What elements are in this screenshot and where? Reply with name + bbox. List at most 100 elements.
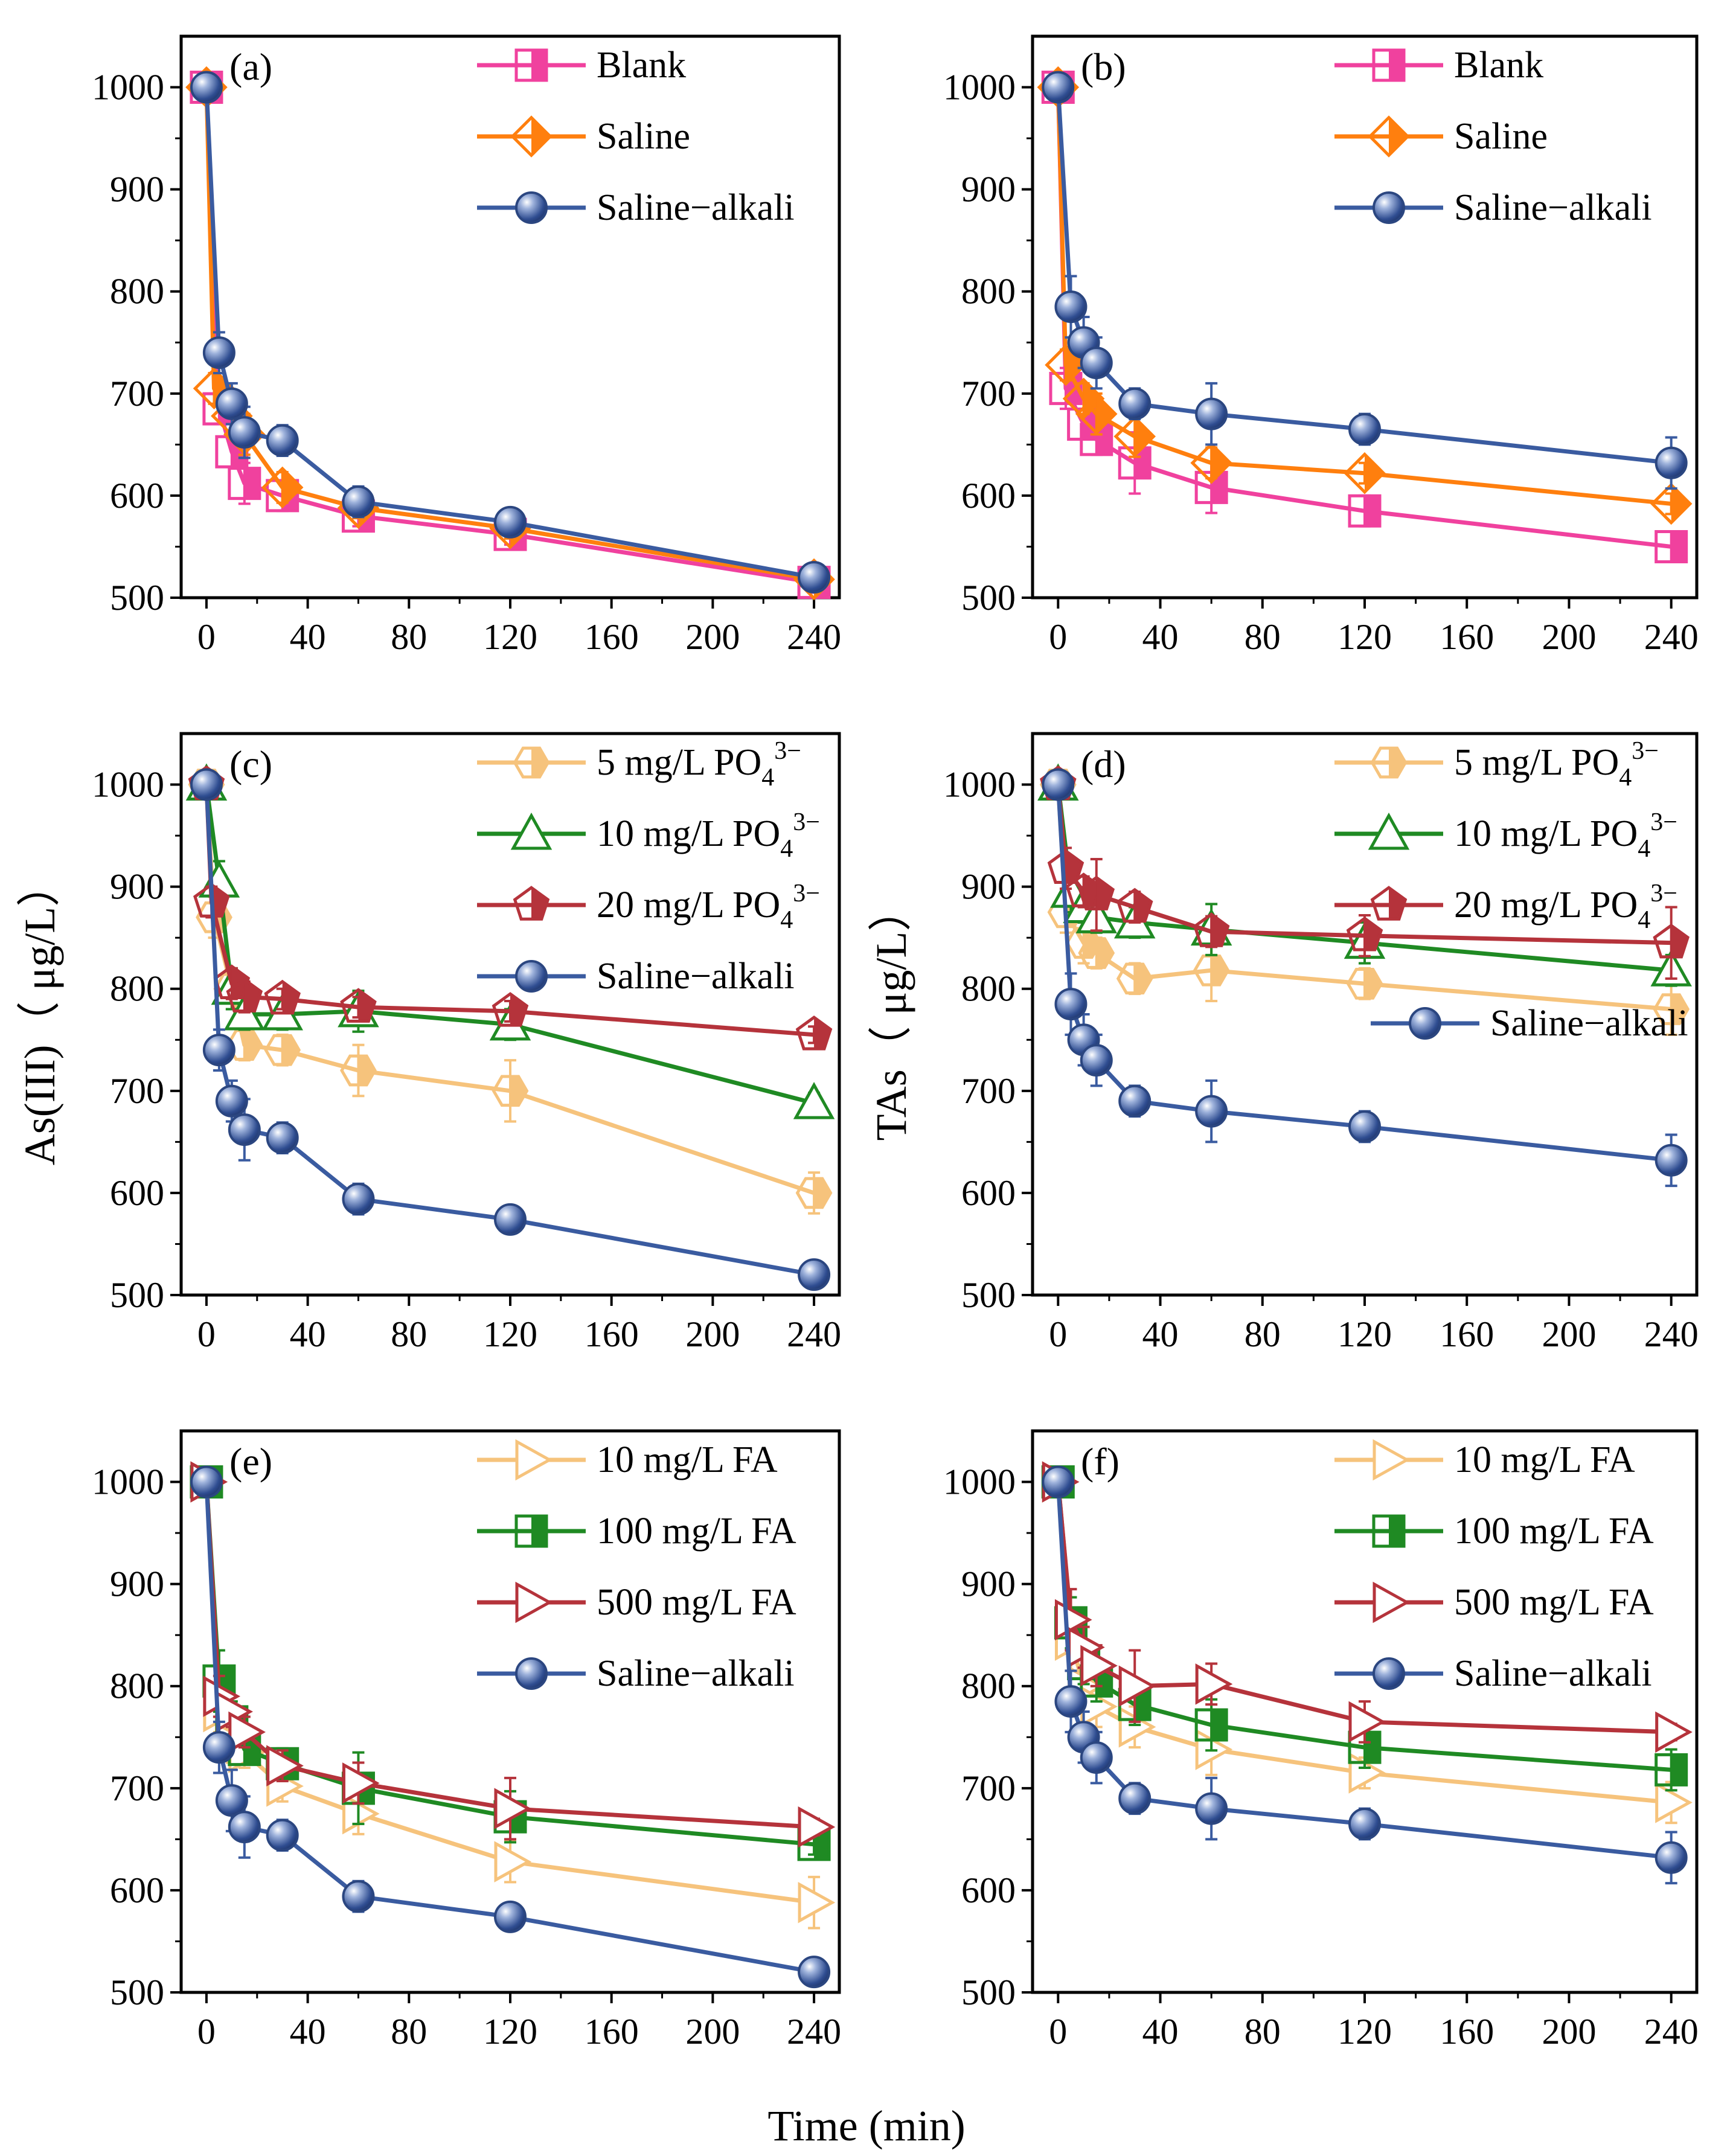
y-axis-title: As(III)（ μg/L）: [16, 863, 64, 1166]
legend-label: Blank: [597, 45, 686, 86]
data-point: [1118, 1665, 1156, 1707]
legend-label: Saline: [597, 116, 690, 157]
y-tick-label: 500: [110, 578, 164, 618]
y-tick-label: 900: [961, 867, 1016, 907]
legend: Blank Saline Saline−alkali: [1334, 45, 1652, 228]
data-point: [494, 1841, 532, 1883]
data-point: [340, 988, 377, 1023]
panel-c: 0 40 80 120 160 200 240 500 600 700 800 900 1000 (c) 5…: [16, 732, 841, 1354]
data-point: [190, 768, 223, 801]
legend-marker: [513, 746, 550, 779]
legend-label: 20 mg/L PO43−: [1454, 880, 1677, 934]
data-point: [266, 1121, 299, 1154]
data-point: [795, 1015, 833, 1051]
x-tick-label: 0: [197, 617, 216, 657]
y-tick-label: 1000: [943, 1462, 1016, 1502]
y-tick-label: 700: [110, 1071, 164, 1111]
y-tick-label: 1000: [92, 68, 164, 107]
data-point: [342, 1183, 375, 1216]
data-point: [1348, 1701, 1386, 1743]
x-tick-label: 40: [1142, 2012, 1179, 2052]
data-point: [1080, 347, 1113, 380]
data-point: [1655, 1841, 1688, 1874]
y-axis-title: TAs（ μg/L）: [867, 888, 915, 1141]
legend-marker: [510, 115, 553, 158]
series-3: [1042, 768, 1688, 1188]
panel-label: (b): [1081, 45, 1126, 88]
legend-marker: [1370, 746, 1408, 779]
legend-label: 100 mg/L FA: [1454, 1511, 1654, 1552]
x-tick-label: 80: [391, 2012, 427, 2052]
series-3: [1042, 1465, 1688, 1885]
x-tick-label: 80: [391, 617, 427, 657]
data-point: [1113, 415, 1156, 458]
y-tick-label: 800: [110, 969, 164, 1009]
legend-label: Saline−alkali: [1454, 1653, 1652, 1694]
y-tick-label: 1000: [92, 765, 164, 805]
data-point: [190, 71, 223, 104]
data-point: [342, 1880, 375, 1913]
series-3: [190, 1465, 831, 1989]
data-point: [1194, 1708, 1228, 1742]
data-point: [1054, 1685, 1088, 1718]
legend-marker: [510, 812, 553, 850]
data-point: [1195, 1663, 1233, 1705]
y-tick-label: 500: [961, 578, 1016, 618]
series-2: [190, 71, 831, 594]
data-point: [266, 424, 299, 457]
legend-label: 500 mg/L FA: [1454, 1582, 1654, 1623]
x-tick-label: 120: [483, 617, 537, 657]
data-point: [1653, 993, 1690, 1025]
data-point: [1655, 1711, 1693, 1753]
y-tick-label: 700: [961, 1071, 1016, 1111]
data-point: [1348, 494, 1382, 528]
data-point: [1348, 1110, 1381, 1143]
x-tick-label: 200: [685, 2012, 740, 2052]
x-axis-title: Time (min): [767, 2102, 965, 2150]
data-point: [342, 485, 375, 519]
data-point: [793, 1081, 835, 1119]
data-point: [1118, 387, 1152, 420]
y-tick-label: 500: [961, 1972, 1016, 2012]
y-tick-label: 1000: [943, 68, 1016, 107]
series-2: [1042, 1461, 1693, 1753]
legend-label: 10 mg/L FA: [597, 1439, 778, 1480]
y-tick-label: 1000: [943, 765, 1016, 805]
y-tick-label: 600: [961, 1870, 1016, 1910]
legend-marker: [1373, 1657, 1405, 1690]
y-tick-label: 700: [961, 374, 1016, 414]
x-tick-label: 240: [787, 2012, 841, 2052]
legend-marker: [1368, 812, 1410, 850]
y-tick-label: 800: [961, 969, 1016, 1009]
x-tick-label: 200: [1542, 2012, 1596, 2052]
legend: 10 mg/L FA 100 mg/L FA 500 mg/L FA Saline−a…: [477, 1439, 796, 1694]
x-tick-label: 120: [1337, 617, 1392, 657]
y-tick-label: 500: [961, 1275, 1016, 1315]
x-tick-label: 80: [391, 1314, 427, 1354]
legend: 5 mg/L PO43− 10 mg/L PO43− 20 mg/L PO43− Sa…: [477, 737, 820, 997]
data-point: [228, 416, 261, 449]
data-point: [492, 1075, 529, 1107]
legend-marker: [515, 1581, 553, 1623]
y-tick-label: 900: [961, 1564, 1016, 1604]
data-point: [494, 505, 527, 539]
data-point: [264, 1034, 301, 1066]
legend-label: 10 mg/L FA: [1454, 1439, 1635, 1480]
legend-label: 500 mg/L FA: [597, 1582, 796, 1623]
legend-marker: [515, 1657, 548, 1690]
legend-label: 10 mg/L PO43−: [597, 808, 820, 863]
y-tick-label: 600: [961, 1173, 1016, 1213]
data-point: [1080, 1645, 1118, 1687]
x-tick-label: 200: [1542, 617, 1596, 657]
data-point: [1655, 1753, 1688, 1787]
y-tick-label: 900: [110, 1564, 164, 1604]
x-tick-label: 120: [483, 2012, 537, 2052]
x-tick-label: 240: [1644, 2012, 1699, 2052]
y-tick-label: 800: [110, 1666, 164, 1706]
legend-label: 10 mg/L PO43−: [1454, 808, 1677, 863]
x-tick-label: 120: [1337, 2012, 1392, 2052]
data-point: [1655, 1144, 1688, 1177]
legend-marker: [514, 1514, 548, 1548]
panel-d: 0 40 80 120 160 200 240 500 600 700 800 900 1000 (d) 5…: [867, 732, 1699, 1354]
